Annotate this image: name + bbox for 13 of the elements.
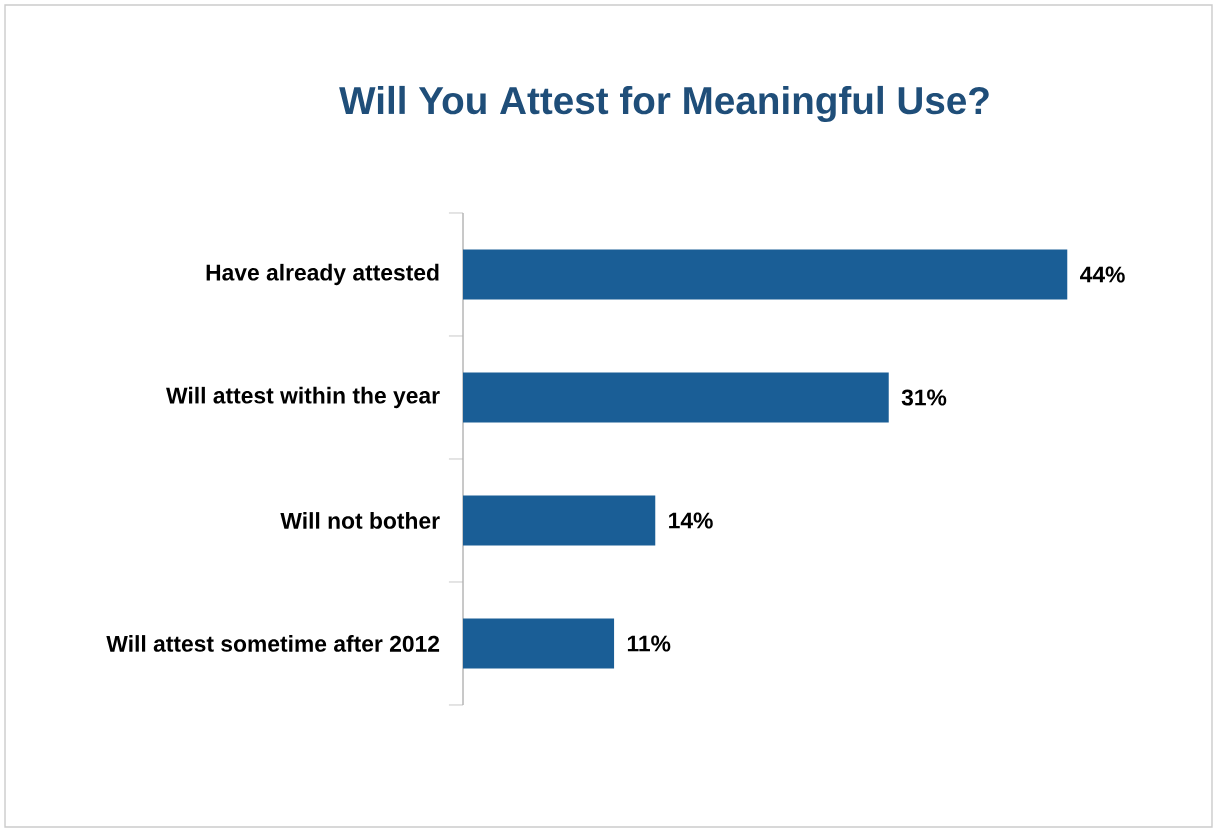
- bar: [463, 249, 1068, 300]
- y-tick-label: Will not bother: [280, 512, 440, 529]
- data-label: 11%: [627, 635, 671, 652]
- data-label: 44%: [1080, 266, 1125, 283]
- bar: [463, 372, 889, 423]
- y-tick-label: Have already attested: [206, 263, 439, 286]
- y-tick-label: Will attest sometime after 2012: [106, 635, 440, 652]
- y-tick-label: Will attest within the year: [166, 386, 440, 409]
- data-label: 14%: [669, 512, 713, 529]
- chart-title: Will You Attest for Meaningful Use?: [339, 85, 989, 123]
- data-label: 31%: [901, 389, 947, 406]
- bar: [463, 618, 615, 669]
- bar: [463, 495, 656, 546]
